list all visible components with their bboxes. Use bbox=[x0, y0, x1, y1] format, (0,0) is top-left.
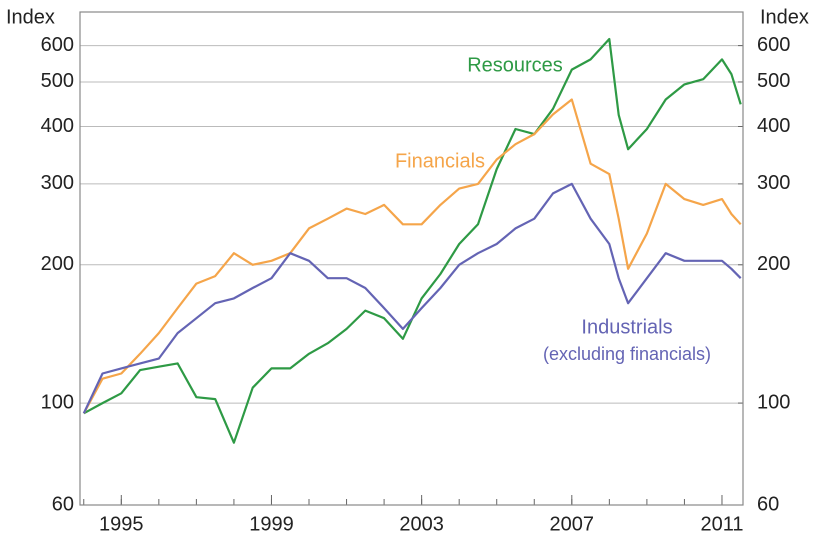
y2-tick-label: 400 bbox=[757, 115, 790, 137]
x-tick-label: 1999 bbox=[249, 513, 294, 535]
y2-tick-label: 500 bbox=[757, 70, 790, 92]
series-line bbox=[82, 98, 742, 414]
x-tick-label: 1995 bbox=[99, 513, 144, 535]
x-tick-label: 2007 bbox=[550, 513, 595, 535]
y-tick-label: 200 bbox=[41, 253, 74, 275]
y-tick-label: 300 bbox=[41, 172, 74, 194]
x-tick-label: 2011 bbox=[700, 513, 743, 535]
y2-tick-label: 600 bbox=[757, 34, 790, 56]
plot-frame bbox=[79, 11, 744, 506]
y2-tick-label: 300 bbox=[757, 172, 790, 194]
series-label: Industrials bbox=[581, 316, 672, 338]
series-line bbox=[83, 37, 742, 444]
y2-tick-label: 100 bbox=[757, 391, 790, 413]
series-label: Resources bbox=[467, 54, 563, 76]
y-tick-label: 100 bbox=[41, 391, 74, 413]
y-tick-label: 600 bbox=[41, 34, 74, 56]
x-tick-label: 2003 bbox=[399, 513, 444, 535]
y2-axis-label: Index bbox=[760, 6, 809, 28]
y-axis-label: Index bbox=[6, 6, 55, 28]
y2-tick-label: 200 bbox=[757, 253, 790, 275]
y-tick-label: 400 bbox=[41, 115, 74, 137]
y-tick-label: 500 bbox=[41, 70, 74, 92]
annotation: (excluding financials) bbox=[543, 344, 711, 364]
series-line bbox=[82, 182, 742, 414]
y2-tick-label: 60 bbox=[757, 493, 779, 515]
series-label: Financials bbox=[395, 150, 485, 172]
y-tick-label: 60 bbox=[52, 493, 74, 515]
